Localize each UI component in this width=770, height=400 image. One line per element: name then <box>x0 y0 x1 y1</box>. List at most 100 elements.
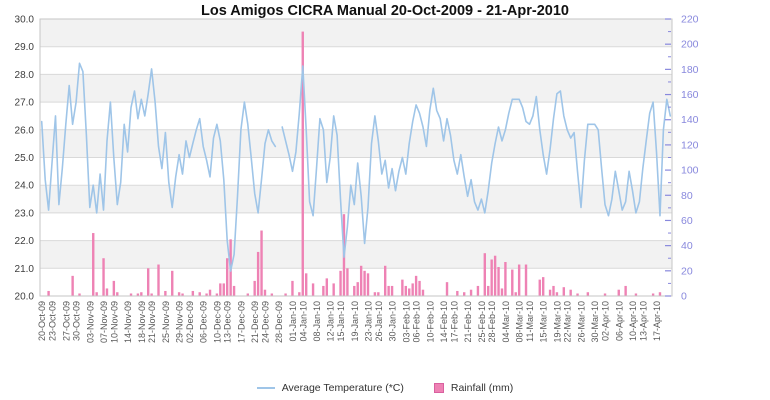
x-axis-tick-label: 13-Apr-10 <box>638 301 648 341</box>
x-axis-tick-label: 30-Oct-09 <box>72 301 82 341</box>
x-axis-tick-label: 19-Jan-10 <box>350 301 360 342</box>
rainfall-bar <box>487 285 490 296</box>
rainfall-bar <box>298 292 301 296</box>
rainfall-bar <box>514 292 517 296</box>
right-axis-tick-label: 20 <box>681 265 693 277</box>
rainfall-bar <box>497 267 500 296</box>
x-axis-tick-label: 27-Oct-09 <box>61 301 71 341</box>
rainfall-bar <box>191 290 195 296</box>
x-axis-tick-label: 08-Mar-10 <box>515 301 525 343</box>
right-axis-tick-label: 200 <box>681 39 699 51</box>
rainfall-bar <box>332 283 335 296</box>
legend-item-rainfall: Rainfall (mm) <box>433 382 514 394</box>
rainfall-bar <box>346 268 349 296</box>
x-axis-tick-label: 19-Mar-10 <box>552 301 562 343</box>
x-axis-tick-label: 25-Nov-09 <box>161 301 171 343</box>
x-axis-tick-label: 22-Mar-10 <box>563 301 573 343</box>
x-axis-tick-label: 02-Dec-09 <box>185 301 195 343</box>
rainfall-bar <box>356 282 359 296</box>
rainfall-bar <box>222 283 225 296</box>
x-axis-tick-label: 28-Dec-09 <box>274 301 284 343</box>
rainfall-bar <box>634 293 638 296</box>
rainfall-bar <box>651 293 655 296</box>
rainfall-bar <box>462 292 466 296</box>
x-axis-tick-label: 20-Oct-09 <box>37 301 47 341</box>
x-axis-tick-label: 12-Jan-10 <box>326 301 336 342</box>
rainfall-bar <box>421 289 425 296</box>
left-axis-tick-label: 27.0 <box>15 98 35 109</box>
x-axis-tick-label: 21-Nov-09 <box>147 301 157 343</box>
left-axis-tick-label: 24.0 <box>15 181 35 192</box>
x-axis-tick-label: 29-Nov-09 <box>175 301 185 343</box>
x-axis-labels: 20-Oct-09 23-Oct-09 27-Oct-09 30-Oct-09 03-N… <box>37 301 662 343</box>
rainfall-bar <box>219 283 222 296</box>
rainfall-bar <box>263 289 267 296</box>
rainfall-bar <box>390 285 394 296</box>
x-axis-tick-label: 14-Feb-10 <box>439 301 449 343</box>
rainfall-bar <box>555 292 559 296</box>
rainfall-bar <box>408 288 411 296</box>
x-axis-tick-label: 04-Mar-10 <box>501 301 511 343</box>
rainfall-bar <box>541 277 545 296</box>
rainfall-bar <box>112 280 116 296</box>
rainfall-bar <box>140 292 143 296</box>
rainfall-bar <box>469 289 473 296</box>
rainfall-bar <box>387 285 390 296</box>
x-axis-tick-label: 10-Feb-10 <box>425 301 435 343</box>
left-axis-tick-label: 28.0 <box>15 70 35 81</box>
right-axis-tick-label: 160 <box>681 89 699 101</box>
rainfall-bar <box>304 273 308 296</box>
rainfall-bar <box>562 287 566 296</box>
rainfall-bar <box>177 292 181 296</box>
rainfall-bar <box>411 283 414 296</box>
x-axis-tick-label: 15-Jan-10 <box>336 301 346 342</box>
rainfall-bar <box>291 280 294 296</box>
rainfall-bar <box>95 292 98 296</box>
rainfall-bar <box>136 293 140 296</box>
right-axis-tick-label: 220 <box>681 14 699 26</box>
rainfall-bar <box>524 264 528 296</box>
x-axis-tick-label: 03-Feb-10 <box>401 301 411 343</box>
x-axis-tick-label: 17-Feb-10 <box>449 301 459 343</box>
rainfall-bar <box>105 288 109 296</box>
rainfall-bar <box>576 293 579 296</box>
chart-legend: Average Temperature (*C) Rainfall (mm) <box>0 382 770 394</box>
rainfall-bar <box>383 265 387 296</box>
right-axis-tick-label: 180 <box>681 64 699 76</box>
rainfall-bar <box>322 285 325 296</box>
left-axis-tick-label: 21.0 <box>15 264 35 275</box>
legend-label-rainfall: Rainfall (mm) <box>450 382 514 394</box>
x-axis-tick-label: 17-Apr-10 <box>652 301 662 341</box>
x-axis-tick-label: 26-Mar-10 <box>577 301 587 343</box>
left-axis-tick-label: 20.0 <box>15 292 35 303</box>
plot-border <box>39 18 673 297</box>
left-axis-tick-label: 25.0 <box>15 153 35 164</box>
temperature-line-swatch <box>256 386 275 390</box>
rainfall-bar <box>146 268 150 296</box>
x-axis-tick-label: 21-Feb-10 <box>463 301 473 343</box>
rainfall-bars <box>47 31 662 296</box>
rainfall-bar <box>181 293 184 296</box>
x-axis-tick-label: 01-Jan-10 <box>288 301 298 342</box>
right-axis-tick-label: 120 <box>681 139 699 151</box>
rainfall-bar <box>102 258 105 296</box>
rainfall-bar <box>339 270 342 296</box>
right-axis-tick-label: 40 <box>681 240 693 252</box>
rainfall-bar <box>603 293 607 296</box>
x-axis-tick-label: 18-Nov-09 <box>137 301 147 343</box>
rainfall-bar <box>171 270 174 296</box>
rainfall-bar <box>301 31 304 296</box>
rainfall-bar <box>353 285 356 296</box>
x-axis-tick-label: 07-Nov-09 <box>99 301 109 343</box>
rainfall-bar <box>538 279 541 296</box>
rainfall-bar-swatch <box>433 383 444 393</box>
rainfall-bar <box>377 292 380 296</box>
rainfall-bar <box>208 289 212 296</box>
rainfall-bar <box>71 275 74 296</box>
right-axis-tick-label: 140 <box>681 114 699 126</box>
rainfall-bar <box>418 280 421 296</box>
rainfall-bar <box>517 264 521 296</box>
rainfall-bar <box>504 262 507 296</box>
rainfall-bar <box>500 288 504 296</box>
